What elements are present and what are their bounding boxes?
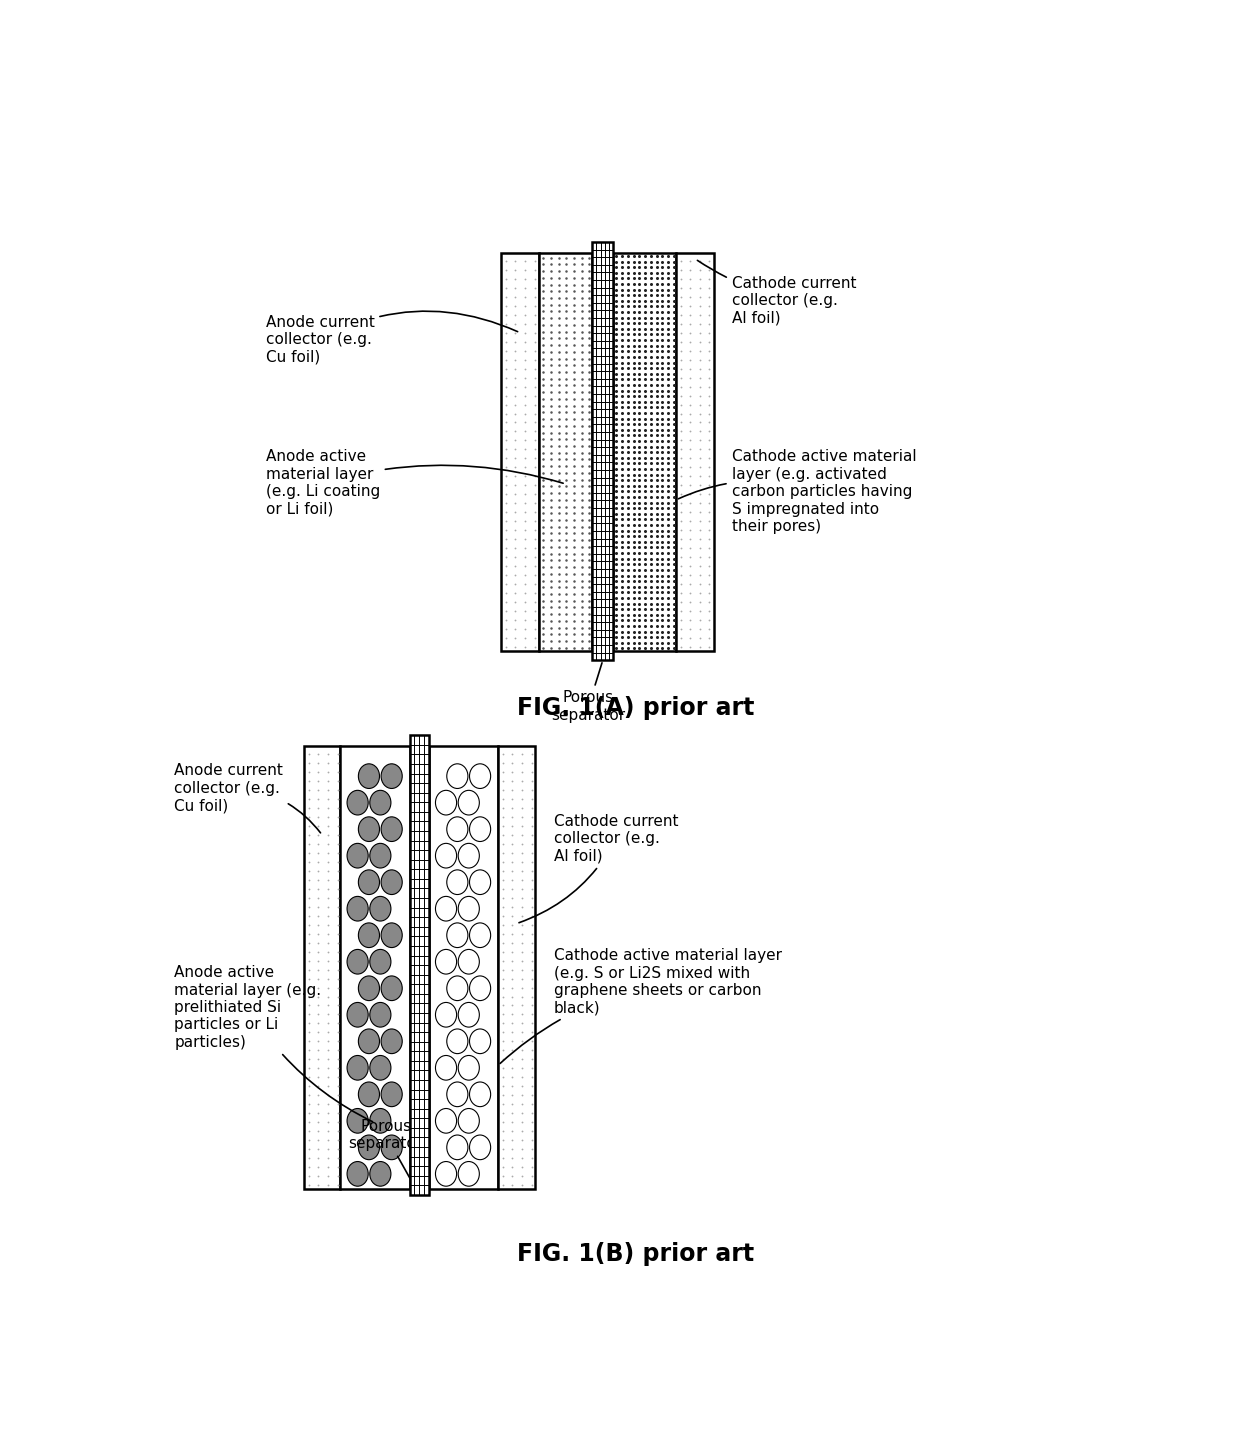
Circle shape	[470, 1029, 491, 1054]
Circle shape	[459, 1162, 480, 1187]
Circle shape	[358, 923, 379, 948]
Circle shape	[347, 1108, 368, 1133]
Circle shape	[347, 1002, 368, 1026]
Text: FIG. 1(A) prior art: FIG. 1(A) prior art	[517, 696, 754, 721]
Text: Anode current
collector (e.g.
Cu foil): Anode current collector (e.g. Cu foil)	[174, 763, 320, 833]
Bar	[501, 253, 539, 651]
Circle shape	[435, 791, 456, 815]
Circle shape	[358, 1082, 379, 1107]
Circle shape	[470, 869, 491, 894]
Circle shape	[381, 1029, 402, 1054]
Text: Cathode current
collector (e.g.
Al foil): Cathode current collector (e.g. Al foil)	[520, 814, 678, 923]
Circle shape	[347, 1162, 368, 1187]
Circle shape	[347, 897, 368, 922]
Circle shape	[381, 869, 402, 894]
Text: Porous
separator: Porous separator	[348, 1118, 423, 1192]
Circle shape	[459, 949, 480, 974]
Circle shape	[358, 976, 379, 1000]
Circle shape	[435, 1056, 456, 1080]
Circle shape	[446, 1136, 467, 1159]
Circle shape	[381, 764, 402, 789]
Circle shape	[381, 1082, 402, 1107]
Circle shape	[370, 1056, 391, 1080]
Circle shape	[435, 897, 456, 922]
Circle shape	[470, 923, 491, 948]
Circle shape	[347, 791, 368, 815]
Bar	[539, 253, 593, 651]
Circle shape	[470, 976, 491, 1000]
Text: Anode current
collector (e.g.
Cu foil): Anode current collector (e.g. Cu foil)	[265, 312, 517, 364]
Text: Cathode active material layer
(e.g. S or Li2S mixed with
graphene sheets or carb: Cathode active material layer (e.g. S or…	[500, 948, 781, 1063]
Circle shape	[370, 1162, 391, 1187]
Circle shape	[370, 897, 391, 922]
Circle shape	[358, 869, 379, 894]
Circle shape	[370, 949, 391, 974]
Circle shape	[446, 1082, 467, 1107]
Bar	[409, 735, 429, 1195]
Circle shape	[446, 764, 467, 789]
Bar	[341, 747, 409, 1190]
Circle shape	[381, 817, 402, 842]
Circle shape	[470, 817, 491, 842]
Circle shape	[381, 1136, 402, 1159]
Text: Cathode active material
layer (e.g. activated
carbon particles having
S impregna: Cathode active material layer (e.g. acti…	[678, 450, 916, 534]
Circle shape	[435, 1002, 456, 1026]
Circle shape	[370, 1108, 391, 1133]
Circle shape	[459, 843, 480, 868]
Circle shape	[370, 791, 391, 815]
Circle shape	[470, 764, 491, 789]
Circle shape	[358, 817, 379, 842]
Circle shape	[459, 897, 480, 922]
Circle shape	[358, 764, 379, 789]
Circle shape	[435, 1162, 456, 1187]
Bar	[498, 747, 534, 1190]
Circle shape	[347, 949, 368, 974]
Circle shape	[358, 1029, 379, 1054]
Circle shape	[370, 1002, 391, 1026]
Circle shape	[446, 1029, 467, 1054]
Circle shape	[459, 1108, 480, 1133]
Text: Anode active
material layer
(e.g. Li coating
or Li foil): Anode active material layer (e.g. Li coa…	[265, 450, 563, 517]
Bar	[676, 253, 714, 651]
Circle shape	[446, 976, 467, 1000]
Circle shape	[446, 817, 467, 842]
Text: FIG. 1(B) prior art: FIG. 1(B) prior art	[517, 1242, 754, 1267]
Circle shape	[435, 949, 456, 974]
Circle shape	[435, 1108, 456, 1133]
Text: Anode active
material layer (e.g.
prelithiated Si
particles or Li
particles): Anode active material layer (e.g. prelit…	[174, 965, 372, 1121]
Circle shape	[470, 1136, 491, 1159]
Circle shape	[381, 923, 402, 948]
Circle shape	[459, 791, 480, 815]
Circle shape	[358, 1136, 379, 1159]
Circle shape	[347, 1056, 368, 1080]
Circle shape	[347, 843, 368, 868]
Circle shape	[459, 1002, 480, 1026]
Text: Porous
separator: Porous separator	[552, 662, 625, 722]
Circle shape	[381, 976, 402, 1000]
Circle shape	[446, 923, 467, 948]
Circle shape	[435, 843, 456, 868]
Text: Cathode current
collector (e.g.
Al foil): Cathode current collector (e.g. Al foil)	[697, 261, 856, 326]
Circle shape	[370, 843, 391, 868]
Bar	[429, 747, 498, 1190]
Circle shape	[459, 1056, 480, 1080]
Bar	[304, 747, 341, 1190]
Bar	[593, 242, 614, 660]
Bar	[614, 253, 676, 651]
Circle shape	[470, 1082, 491, 1107]
Circle shape	[446, 869, 467, 894]
